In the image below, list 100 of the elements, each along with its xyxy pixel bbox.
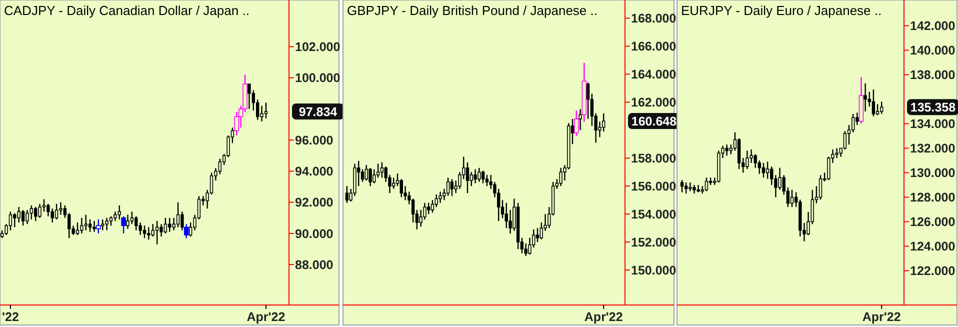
candlestick (762, 162, 766, 178)
y-tick-label: 142.000 (910, 19, 956, 34)
x-tick-label: Apr'22 (862, 310, 901, 324)
y-tick-label: 166.000 (631, 40, 676, 54)
candlestick (770, 166, 774, 186)
candlestick (364, 164, 368, 182)
candlestick (766, 161, 770, 180)
candlestick (172, 217, 176, 231)
candlestick (438, 191, 442, 204)
candlestick (790, 189, 794, 208)
x-tick-label: '22 (2, 310, 19, 324)
candlestick (864, 82, 867, 112)
candlestick (46, 203, 50, 217)
candlestick (835, 148, 838, 159)
candlestick (180, 211, 184, 231)
candlestick (126, 214, 130, 230)
candlestick (8, 211, 12, 231)
candlestick (134, 216, 138, 231)
candlestick (92, 220, 96, 232)
candlestick (360, 168, 364, 182)
y-tick-label: 134.000 (910, 117, 956, 132)
candlestick (559, 167, 562, 187)
y-tick-label: 126.000 (910, 215, 956, 230)
candlestick (485, 174, 489, 187)
candlestick (466, 162, 470, 194)
candlestick (856, 112, 859, 126)
candlestick (400, 178, 403, 198)
candlestick (872, 88, 876, 117)
candlestick (168, 217, 172, 232)
candlestick (470, 171, 473, 187)
candlestick (21, 209, 25, 226)
candlestick (88, 218, 92, 232)
candlestick (474, 168, 477, 184)
candlestick (737, 138, 741, 170)
candlestick (130, 211, 134, 225)
candlestick (26, 209, 29, 225)
candlestick (536, 227, 540, 243)
y-tick-label: 102.000 (295, 40, 340, 54)
y-tick-label: 156.000 (631, 179, 676, 194)
candlestick (427, 202, 430, 215)
y-tick-label: 88.000 (295, 258, 334, 272)
candlestick (118, 204, 121, 220)
candlestick (114, 211, 117, 222)
candlestick (218, 158, 222, 175)
candlestick (746, 150, 749, 170)
candlestick (30, 204, 34, 220)
candlestick (368, 167, 372, 187)
candlestick (450, 178, 454, 196)
y-tick-label: 122.000 (910, 264, 956, 278)
y-tick-label: 138.000 (910, 68, 956, 82)
candlestick (109, 216, 113, 226)
candlestick (260, 105, 264, 122)
candlestick (160, 223, 163, 238)
candlestick (164, 217, 168, 234)
candlestick (13, 212, 16, 228)
candlestick (248, 83, 251, 110)
candlestick (684, 182, 688, 194)
y-tick-label: 128.000 (910, 190, 956, 205)
y-tick-label: 152.000 (631, 235, 676, 250)
x-tick-label: Apr'22 (246, 310, 286, 324)
candlestick (430, 199, 434, 214)
candlestick (481, 170, 485, 184)
y-tick-label: 164.000 (631, 68, 676, 82)
candlestick (380, 162, 384, 178)
text: 160.648 (631, 114, 677, 128)
candlestick (226, 134, 230, 158)
candlestick (176, 202, 180, 228)
candlestick (851, 113, 855, 133)
y-tick-label: 100.000 (295, 71, 340, 86)
y-tick-label: 124.000 (910, 240, 956, 254)
candlestick (34, 206, 38, 222)
candlestick (704, 177, 708, 192)
x-tick-label: Apr'22 (584, 310, 623, 324)
candlestick (188, 222, 192, 238)
candlestick (76, 222, 80, 236)
candlestick (84, 214, 88, 231)
candlestick (392, 177, 396, 190)
candlestick (17, 206, 20, 224)
candlestick (680, 179, 684, 193)
y-tick-label: 168.000 (631, 12, 676, 26)
candlestick (876, 104, 880, 116)
candlestick (59, 202, 62, 216)
candlestick (696, 184, 700, 193)
candlestick (725, 144, 728, 156)
y-tick-label: 132.000 (910, 142, 956, 156)
text: 97.834 (298, 104, 338, 119)
text: 135.358 (910, 100, 956, 114)
chart-title: CADJPY - Daily Canadian Dollar / Japan .. (4, 3, 250, 18)
y-tick-label: 94.000 (295, 164, 334, 179)
candlestick (121, 216, 126, 234)
candlestick (50, 208, 54, 224)
candlestick (478, 167, 481, 182)
candlestick (586, 82, 590, 120)
y-tick-label: 90.000 (295, 226, 334, 241)
candlestick (818, 174, 822, 200)
candlestick (38, 203, 42, 218)
y-tick-label: 154.000 (631, 207, 676, 222)
candlestick (96, 218, 101, 234)
candlestick (688, 182, 692, 192)
y-tick-label: 92.000 (295, 196, 334, 210)
